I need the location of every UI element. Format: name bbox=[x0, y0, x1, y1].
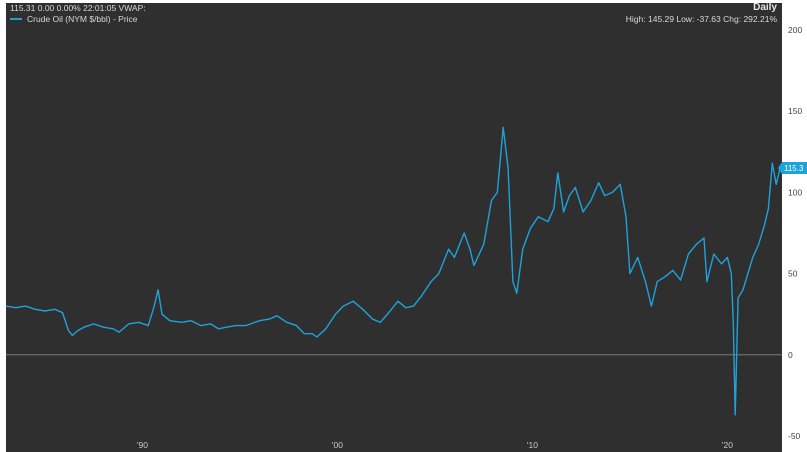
legend-series-label: Crude Oil (NYM $/bbl) - Price bbox=[27, 14, 138, 24]
y-tick-label: 50 bbox=[788, 269, 798, 279]
y-tick-label: 100 bbox=[788, 187, 802, 197]
frequency-label[interactable]: Daily bbox=[753, 2, 777, 13]
y-tick-label: 0 bbox=[788, 350, 793, 360]
x-tick-label: '90 bbox=[137, 440, 148, 450]
last-value-badge bbox=[778, 162, 807, 175]
y-tick-label: -50 bbox=[788, 431, 801, 441]
x-tick-label: '20 bbox=[722, 440, 733, 450]
x-axis-ticks: '90 '00 '10 '20 bbox=[137, 440, 733, 450]
y-tick-label: 200 bbox=[788, 25, 802, 35]
line-swatch-icon bbox=[10, 18, 22, 20]
quote-header: 115.31 0.00 0.00% 22:01:05 VWAP: bbox=[10, 3, 146, 13]
last-value-marker: 115.3 bbox=[778, 162, 807, 175]
x-tick-label: '10 bbox=[527, 440, 538, 450]
y-axis-ticks: -50 0 50 100 150 200 bbox=[788, 25, 802, 441]
chart-legend[interactable]: Crude Oil (NYM $/bbl) - Price bbox=[10, 14, 138, 24]
stats-summary: High: 145.29 Low: -37.63 Chg: 292.21% bbox=[625, 14, 777, 24]
last-value-label: 115.3 bbox=[784, 164, 804, 173]
y-tick-label: 150 bbox=[788, 106, 802, 116]
chart-panel bbox=[6, 3, 782, 452]
x-tick-label: '00 bbox=[332, 440, 343, 450]
y-axis-strip bbox=[782, 3, 807, 452]
series-line-crude-oil bbox=[5, 126, 781, 416]
